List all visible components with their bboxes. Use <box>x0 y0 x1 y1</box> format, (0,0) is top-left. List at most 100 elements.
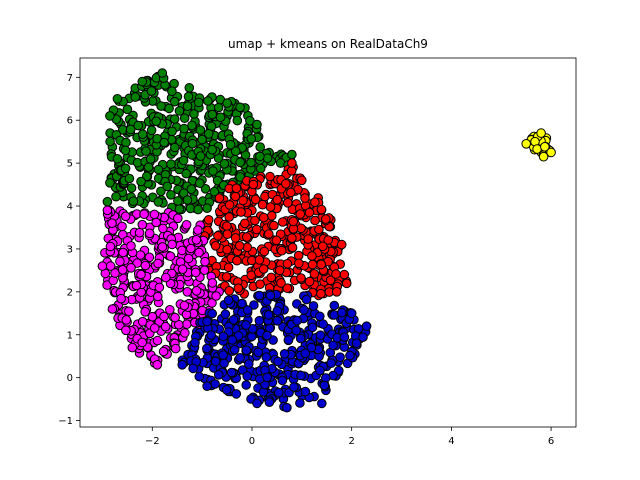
data-point-cluster-1 <box>153 164 164 175</box>
data-point-cluster-2 <box>251 224 262 235</box>
data-point-cluster-4 <box>337 307 347 318</box>
data-point-cluster-5 <box>538 151 549 162</box>
data-point-cluster-4 <box>282 402 292 413</box>
data-point-cluster-4 <box>307 322 318 333</box>
data-point-cluster-4 <box>235 353 245 363</box>
x-tick-label: 4 <box>448 436 454 447</box>
data-point-cluster-2 <box>222 229 233 239</box>
data-point-cluster-2 <box>310 197 320 207</box>
data-point-cluster-4 <box>295 333 306 344</box>
data-point-cluster-4 <box>345 350 355 361</box>
data-point-cluster-4 <box>188 363 198 374</box>
data-point-cluster-2 <box>336 239 347 250</box>
data-point-cluster-4 <box>220 309 231 319</box>
data-point-cluster-4 <box>241 320 251 330</box>
data-point-cluster-4 <box>296 370 306 381</box>
data-point-cluster-1 <box>157 68 168 78</box>
data-point-cluster-2 <box>277 217 288 227</box>
data-point-cluster-3 <box>191 286 202 296</box>
data-point-cluster-4 <box>315 311 325 322</box>
data-point-cluster-3 <box>179 300 190 311</box>
data-point-cluster-3 <box>144 252 155 263</box>
data-point-cluster-3 <box>180 328 190 338</box>
data-point-cluster-1 <box>169 96 180 107</box>
data-point-cluster-4 <box>335 352 345 363</box>
data-point-cluster-2 <box>254 255 265 265</box>
data-point-cluster-2 <box>277 245 287 256</box>
data-point-cluster-1 <box>235 102 245 113</box>
data-point-cluster-3 <box>105 261 116 271</box>
data-point-cluster-2 <box>250 194 261 205</box>
data-point-cluster-4 <box>358 332 368 343</box>
data-point-cluster-1 <box>141 146 151 156</box>
data-point-cluster-1 <box>111 191 121 202</box>
data-point-cluster-4 <box>241 345 252 356</box>
data-point-cluster-2 <box>318 241 328 252</box>
data-point-cluster-2 <box>250 215 260 226</box>
data-point-cluster-1 <box>209 186 220 197</box>
data-point-cluster-4 <box>242 305 253 315</box>
data-point-cluster-3 <box>186 243 196 254</box>
data-point-cluster-1 <box>120 145 131 156</box>
data-point-cluster-3 <box>165 251 176 262</box>
data-point-cluster-3 <box>165 305 175 315</box>
data-point-cluster-2 <box>255 279 265 290</box>
data-point-cluster-2 <box>264 229 274 239</box>
data-point-cluster-1 <box>182 195 193 205</box>
data-point-cluster-3 <box>207 298 217 308</box>
data-point-cluster-3 <box>173 213 183 224</box>
data-point-cluster-4 <box>308 301 319 311</box>
data-point-cluster-4 <box>229 345 240 355</box>
data-point-cluster-3 <box>107 218 117 228</box>
data-point-cluster-3 <box>136 269 146 280</box>
data-point-cluster-3 <box>181 220 192 230</box>
data-point-cluster-2 <box>283 198 293 208</box>
data-point-cluster-4 <box>318 319 328 329</box>
data-point-cluster-1 <box>219 159 230 169</box>
data-point-cluster-4 <box>252 398 262 409</box>
data-point-cluster-2 <box>266 272 277 283</box>
data-point-cluster-4 <box>218 350 228 360</box>
data-point-cluster-3 <box>152 335 163 346</box>
data-point-cluster-4 <box>190 337 200 348</box>
data-point-cluster-1 <box>235 157 245 168</box>
chart-title: umap + kmeans on RealDataCh9 <box>228 37 428 51</box>
data-point-cluster-1 <box>130 92 141 102</box>
data-point-cluster-2 <box>294 258 304 269</box>
data-point-cluster-1 <box>181 168 191 179</box>
data-point-cluster-3 <box>167 239 177 250</box>
data-point-cluster-2 <box>304 276 315 287</box>
data-point-cluster-1 <box>145 154 156 164</box>
data-point-cluster-2 <box>287 158 297 168</box>
data-point-cluster-4 <box>261 352 272 363</box>
data-point-cluster-4 <box>265 290 276 301</box>
data-point-cluster-1 <box>195 125 206 135</box>
data-point-cluster-2 <box>269 220 279 231</box>
data-point-cluster-3 <box>135 250 146 260</box>
x-tick-label: −2 <box>145 436 160 447</box>
data-point-cluster-3 <box>120 211 131 222</box>
data-point-cluster-4 <box>283 335 294 345</box>
data-point-cluster-1 <box>126 183 137 193</box>
data-point-cluster-1 <box>112 154 123 164</box>
data-point-cluster-5 <box>521 139 532 149</box>
data-point-cluster-1 <box>203 96 213 106</box>
data-point-cluster-3 <box>121 325 131 336</box>
data-point-cluster-4 <box>361 321 372 332</box>
data-point-cluster-2 <box>282 259 293 269</box>
data-point-cluster-1 <box>230 146 241 156</box>
data-point-cluster-2 <box>287 242 298 253</box>
data-point-cluster-3 <box>140 307 150 317</box>
data-point-cluster-3 <box>157 242 168 252</box>
data-point-cluster-2 <box>236 207 246 217</box>
y-tick-label: 7 <box>67 73 73 84</box>
data-point-cluster-2 <box>339 269 350 280</box>
data-point-cluster-2 <box>321 214 331 224</box>
data-point-cluster-3 <box>177 264 188 275</box>
data-point-cluster-3 <box>118 247 128 258</box>
data-point-cluster-4 <box>254 290 265 301</box>
data-point-cluster-1 <box>187 120 197 131</box>
data-point-cluster-4 <box>227 335 238 345</box>
data-point-cluster-1 <box>197 134 207 145</box>
